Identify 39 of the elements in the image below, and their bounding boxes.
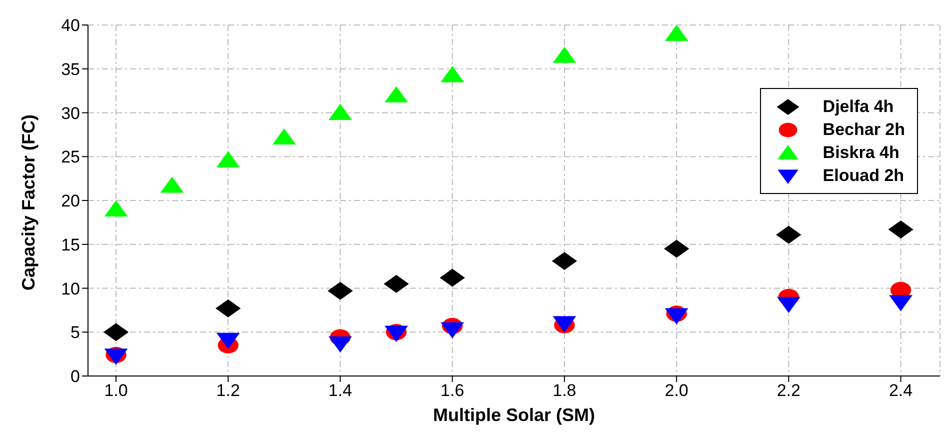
y-tick-label: 15 [61, 235, 80, 254]
x-tick-label: 1.2 [216, 381, 240, 400]
x-tick-label: 2.2 [776, 381, 800, 400]
point [440, 268, 465, 287]
point [216, 299, 241, 318]
point [328, 336, 352, 353]
point [384, 274, 409, 293]
x-tick-label: 2.4 [888, 381, 913, 400]
y-tick-label: 40 [61, 16, 80, 36]
point [328, 104, 352, 120]
point [664, 240, 690, 258]
legend-label: Djelfa 4h [822, 96, 894, 116]
legend-label: Biskra 4h [822, 142, 900, 162]
y-tick-label: 35 [61, 60, 80, 79]
legend-label: Bechar 2h [822, 120, 905, 140]
point [889, 295, 912, 312]
y-tick-label: 25 [61, 148, 80, 167]
point [776, 226, 802, 244]
x-tick-label: 2.0 [664, 381, 688, 400]
y-axis-title: Capacity Factor (FC) [18, 114, 38, 290]
point [888, 220, 914, 238]
point [552, 252, 578, 270]
point [328, 282, 353, 300]
x-tick-label: 1.0 [104, 381, 128, 400]
y-tick-label: 20 [61, 192, 80, 211]
y-tick-label: 10 [61, 279, 80, 298]
point [384, 86, 408, 102]
y-tick-label: 5 [70, 323, 80, 342]
x-tick-label: 1.4 [328, 381, 352, 400]
y-tick-label: 0 [70, 367, 80, 386]
y-tick-label: 30 [61, 104, 80, 123]
legend-label: Elouad 2h [822, 166, 904, 186]
point [103, 323, 129, 342]
point [776, 296, 800, 314]
point [272, 128, 296, 145]
point [216, 332, 240, 350]
x-tick-label: 1.6 [440, 381, 464, 400]
x-tick-label: 1.8 [552, 381, 576, 400]
x-axis-title: Multiple Solar (SM) [433, 405, 596, 425]
